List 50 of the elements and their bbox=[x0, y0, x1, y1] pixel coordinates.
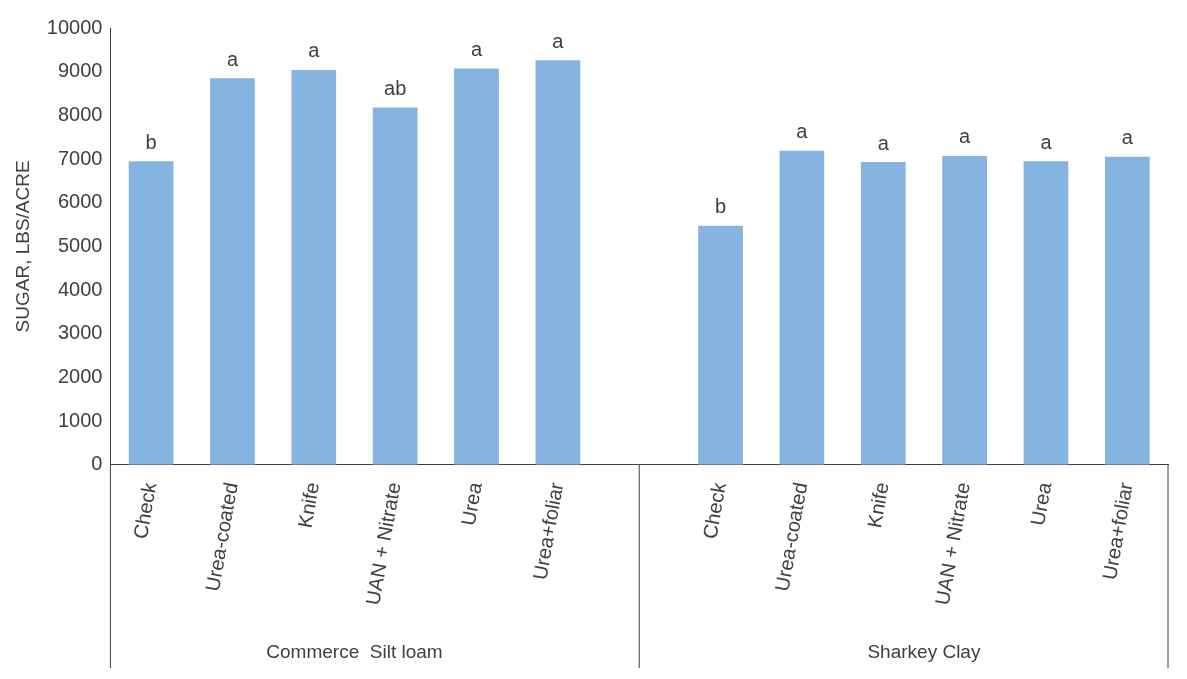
bar bbox=[1104, 156, 1150, 465]
bar bbox=[860, 162, 906, 465]
data-label: a bbox=[226, 47, 239, 70]
bar bbox=[128, 161, 174, 465]
x-tick-label: Check bbox=[698, 479, 731, 541]
bar bbox=[291, 69, 337, 465]
y-tick-label: 5000 bbox=[57, 233, 103, 256]
bar bbox=[210, 78, 255, 465]
data-label: a bbox=[1040, 130, 1053, 153]
x-tick-label: Knife bbox=[863, 480, 893, 530]
x-tick-label: Urea+foliar bbox=[528, 480, 568, 582]
bar bbox=[779, 150, 825, 465]
data-label: b bbox=[145, 130, 157, 153]
y-tick-label: 0 bbox=[91, 452, 103, 475]
data-label: a bbox=[796, 120, 809, 143]
bar bbox=[535, 60, 581, 465]
bar bbox=[942, 155, 987, 465]
x-tick-label: Urea-coated bbox=[770, 480, 812, 593]
y-tick-label: 1000 bbox=[57, 408, 103, 431]
data-label: a bbox=[1121, 126, 1134, 149]
y-axis-title: SUGAR, LBS/ACRE bbox=[11, 160, 33, 333]
x-tick-label: Urea bbox=[1026, 479, 1056, 528]
data-label: a bbox=[959, 125, 972, 148]
bar bbox=[1023, 161, 1069, 465]
text: Commerce Silt loam bbox=[266, 640, 443, 662]
x-tick-label: Check bbox=[128, 479, 161, 541]
data-label: a bbox=[308, 39, 321, 62]
y-tick-label: 9000 bbox=[57, 59, 103, 82]
text: Sharkey Clay bbox=[867, 640, 981, 662]
x-tick-label: UAN + Nitrate bbox=[930, 480, 974, 607]
x-tick-label: Knife bbox=[293, 480, 324, 530]
bar bbox=[372, 107, 418, 465]
x-tick-label: Urea+foliar bbox=[1097, 480, 1137, 582]
y-tick-label: 2000 bbox=[57, 364, 103, 387]
y-tick-label: 7000 bbox=[57, 146, 103, 169]
y-tick-label: 3000 bbox=[57, 321, 103, 344]
x-tick-label: UAN + Nitrate bbox=[361, 480, 405, 607]
data-label: ab bbox=[384, 77, 407, 100]
x-tick-label: Urea-coated bbox=[201, 480, 242, 593]
y-tick-label: 6000 bbox=[57, 190, 103, 213]
data-label: a bbox=[877, 131, 890, 154]
bar bbox=[698, 225, 743, 465]
y-tick-label: 10000 bbox=[46, 15, 103, 38]
x-tick-label: Urea bbox=[456, 479, 487, 528]
data-label: b bbox=[715, 195, 727, 218]
y-tick-label: 4000 bbox=[57, 277, 103, 300]
y-tick-label: 8000 bbox=[57, 102, 103, 125]
data-label: a bbox=[470, 38, 483, 61]
bar bbox=[454, 68, 499, 465]
data-label: a bbox=[552, 29, 565, 52]
